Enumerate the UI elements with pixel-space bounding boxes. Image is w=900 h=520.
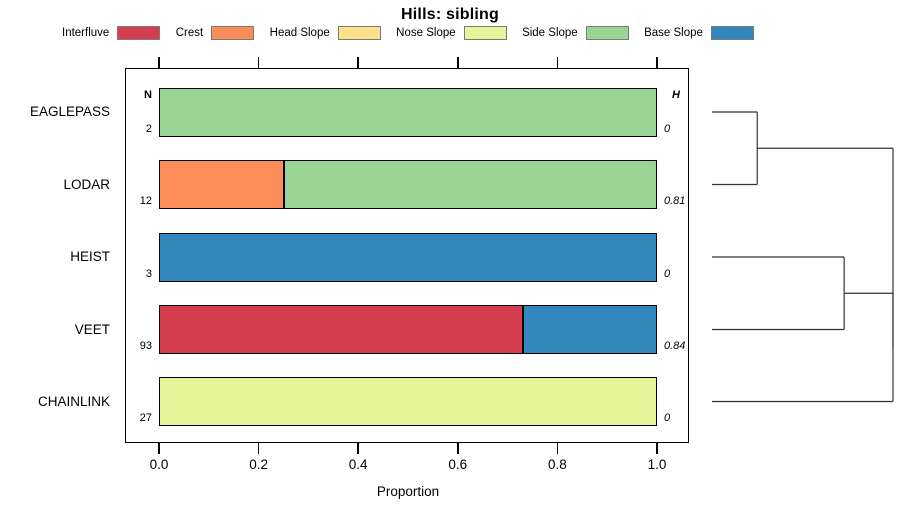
n-value: 3 [145,267,152,280]
legend-item: Head Slope [270,26,381,40]
n-value: 27 [139,412,152,424]
axis-tick-top [158,57,160,68]
axis-tick-bottom [158,443,160,454]
bar-segment [522,305,657,354]
axis-tick-bottom [257,443,260,454]
bar-segment [159,377,657,426]
h-value: 0 [664,412,671,424]
legend-swatch [710,26,754,40]
legend: Interfluve Crest Head Slope Nose Slope Side … [62,25,754,41]
axis-tick-label: 1.0 [647,457,667,472]
bar-segment [159,160,284,209]
legend-label: Side Slope [522,27,578,39]
n-value: 2 [145,122,152,135]
legend-label: Crest [175,27,204,39]
legend-label: Nose Slope [396,27,456,39]
axis-tick-bottom [457,443,459,454]
bar-segment [159,87,657,137]
axis-tick-top [656,57,658,68]
axis-tick-bottom [357,443,359,454]
category-label: HEIST [70,249,110,264]
h-value: 0 [664,122,671,135]
axis-tick-bottom [656,443,658,454]
bar-segment [159,305,523,354]
axis-tick-label: 0.2 [249,457,268,472]
legend-label: Interfluve [62,27,110,39]
x-axis-title: Proportion [376,484,440,499]
col-header-h: H [672,89,680,101]
n-value: 12 [139,195,152,207]
axis-tick-top [357,57,359,68]
axis-tick-top [257,57,260,68]
legend-swatch [117,26,161,40]
chart-title: Hills: sibling [401,6,499,23]
legend-swatch [211,26,255,40]
axis-tick-label: 0.6 [448,457,468,472]
legend-swatch [585,26,629,40]
axis-tick-top [556,57,559,68]
h-value: 0 [664,267,671,280]
col-header-n: N [144,89,152,101]
bar-segment [283,160,657,209]
legend-item: Nose Slope [396,26,507,40]
axis-tick-bottom [556,443,559,454]
category-label: VEET [74,321,110,337]
legend-swatch [337,26,381,40]
legend-swatch [463,26,507,40]
category-label: LODAR [63,176,110,192]
axis-tick-label: 0.0 [149,457,169,472]
legend-item: Side Slope [522,26,629,40]
category-label: CHAINLINK [37,393,110,409]
h-value: 0.84 [664,340,686,352]
axis-tick-label: 0.8 [548,457,567,472]
axis-tick-top [457,57,459,68]
category-label: EAGLEPASS [29,104,110,119]
legend-item: Crest [175,26,255,40]
legend-item: Base Slope [644,26,754,40]
legend-label: Base Slope [644,27,703,39]
n-value: 93 [139,340,152,352]
bar-segment [159,232,657,282]
legend-item: Interfluve [62,26,161,40]
h-value: 0.81 [664,195,686,207]
legend-label: Head Slope [269,27,330,39]
axis-tick-label: 0.4 [348,457,368,472]
